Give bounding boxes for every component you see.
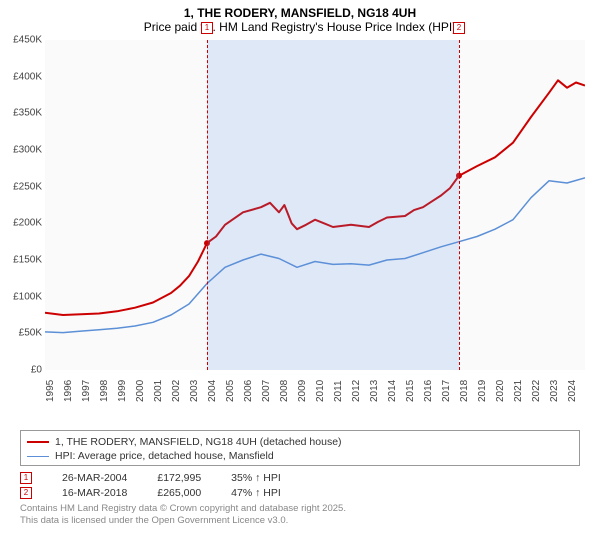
sale-price-2: £265,000 [157, 487, 201, 499]
xtick-label: 2000 [135, 380, 146, 402]
ytick-label: £200K [0, 218, 42, 229]
xtick-label: 1998 [99, 380, 110, 402]
xtick-label: 1995 [45, 380, 56, 402]
ytick-label: £400K [0, 71, 42, 82]
attribution-line2: This data is licensed under the Open Gov… [20, 515, 580, 527]
legend-label-hpi: HPI: Average price, detached house, Mans… [55, 449, 274, 463]
title-line1: 1, THE RODERY, MANSFIELD, NG18 4UH [0, 6, 600, 20]
xtick-label: 2024 [567, 380, 578, 402]
sale-marker-1: 1 [20, 472, 32, 484]
ytick-label: £250K [0, 181, 42, 192]
xtick-label: 2022 [531, 380, 542, 402]
legend-row-hpi: HPI: Average price, detached house, Mans… [27, 449, 573, 463]
chart-title-block: 1, THE RODERY, MANSFIELD, NG18 4UH Price… [0, 0, 600, 36]
plot-area [45, 40, 585, 370]
ytick-label: £100K [0, 291, 42, 302]
sale-row-1: 1 26-MAR-2004 £172,995 35% ↑ HPI [20, 472, 580, 484]
legend-swatch-property [27, 441, 49, 443]
xtick-label: 2011 [333, 380, 344, 402]
sale-hpi-2: 47% ↑ HPI [231, 487, 281, 499]
xtick-label: 2019 [477, 380, 488, 402]
xtick-label: 2008 [279, 380, 290, 402]
sale-hpi-1: 35% ↑ HPI [231, 472, 281, 484]
xtick-label: 2005 [225, 380, 236, 402]
sale-marker-2: 2 [20, 487, 32, 499]
legend-label-property: 1, THE RODERY, MANSFIELD, NG18 4UH (deta… [55, 435, 342, 449]
xtick-label: 2010 [315, 380, 326, 402]
xtick-label: 2018 [459, 380, 470, 402]
xtick-label: 2015 [405, 380, 416, 402]
xtick-label: 2007 [261, 380, 272, 402]
event-vline [207, 40, 208, 370]
xtick-label: 2014 [387, 380, 398, 402]
xtick-label: 1997 [81, 380, 92, 402]
xtick-label: 2004 [207, 380, 218, 402]
xtick-label: 2003 [189, 380, 200, 402]
attribution: Contains HM Land Registry data © Crown c… [20, 503, 580, 527]
ytick-label: £450K [0, 35, 42, 46]
xtick-label: 2006 [243, 380, 254, 402]
chart-container: £0 £50K £100K £150K £200K £250K £300K £350K £400… [0, 40, 600, 420]
xtick-label: 2017 [441, 380, 452, 402]
xtick-label: 2016 [423, 380, 434, 402]
ytick-label: £300K [0, 145, 42, 156]
ytick-label: £150K [0, 255, 42, 266]
event-marker-box: 1 [201, 22, 213, 34]
xtick-label: 2023 [549, 380, 560, 402]
event-marker-box: 2 [453, 22, 465, 34]
ytick-label: £350K [0, 108, 42, 119]
xtick-label: 2013 [369, 380, 380, 402]
title-line2: Price paid vs. HM Land Registry's House … [0, 20, 600, 34]
xtick-label: 2009 [297, 380, 308, 402]
ytick-label: £0 [0, 365, 42, 376]
xtick-label: 1996 [63, 380, 74, 402]
sale-date-2: 16-MAR-2018 [62, 487, 127, 499]
xtick-label: 2002 [171, 380, 182, 402]
legend-box: 1, THE RODERY, MANSFIELD, NG18 4UH (deta… [20, 430, 580, 466]
legend-row-property: 1, THE RODERY, MANSFIELD, NG18 4UH (deta… [27, 435, 573, 449]
xtick-label: 1999 [117, 380, 128, 402]
xtick-label: 2020 [495, 380, 506, 402]
xtick-label: 2021 [513, 380, 524, 402]
sale-price-1: £172,995 [157, 472, 201, 484]
sale-row-2: 2 16-MAR-2018 £265,000 47% ↑ HPI [20, 487, 580, 499]
sale-date-1: 26-MAR-2004 [62, 472, 127, 484]
ytick-label: £50K [0, 328, 42, 339]
xtick-label: 2001 [153, 380, 164, 402]
xtick-label: 2012 [351, 380, 362, 402]
legend-swatch-hpi [27, 456, 49, 457]
shaded-region [207, 40, 459, 370]
event-vline [459, 40, 460, 370]
legend-and-footer: 1, THE RODERY, MANSFIELD, NG18 4UH (deta… [20, 430, 580, 527]
attribution-line1: Contains HM Land Registry data © Crown c… [20, 503, 580, 515]
